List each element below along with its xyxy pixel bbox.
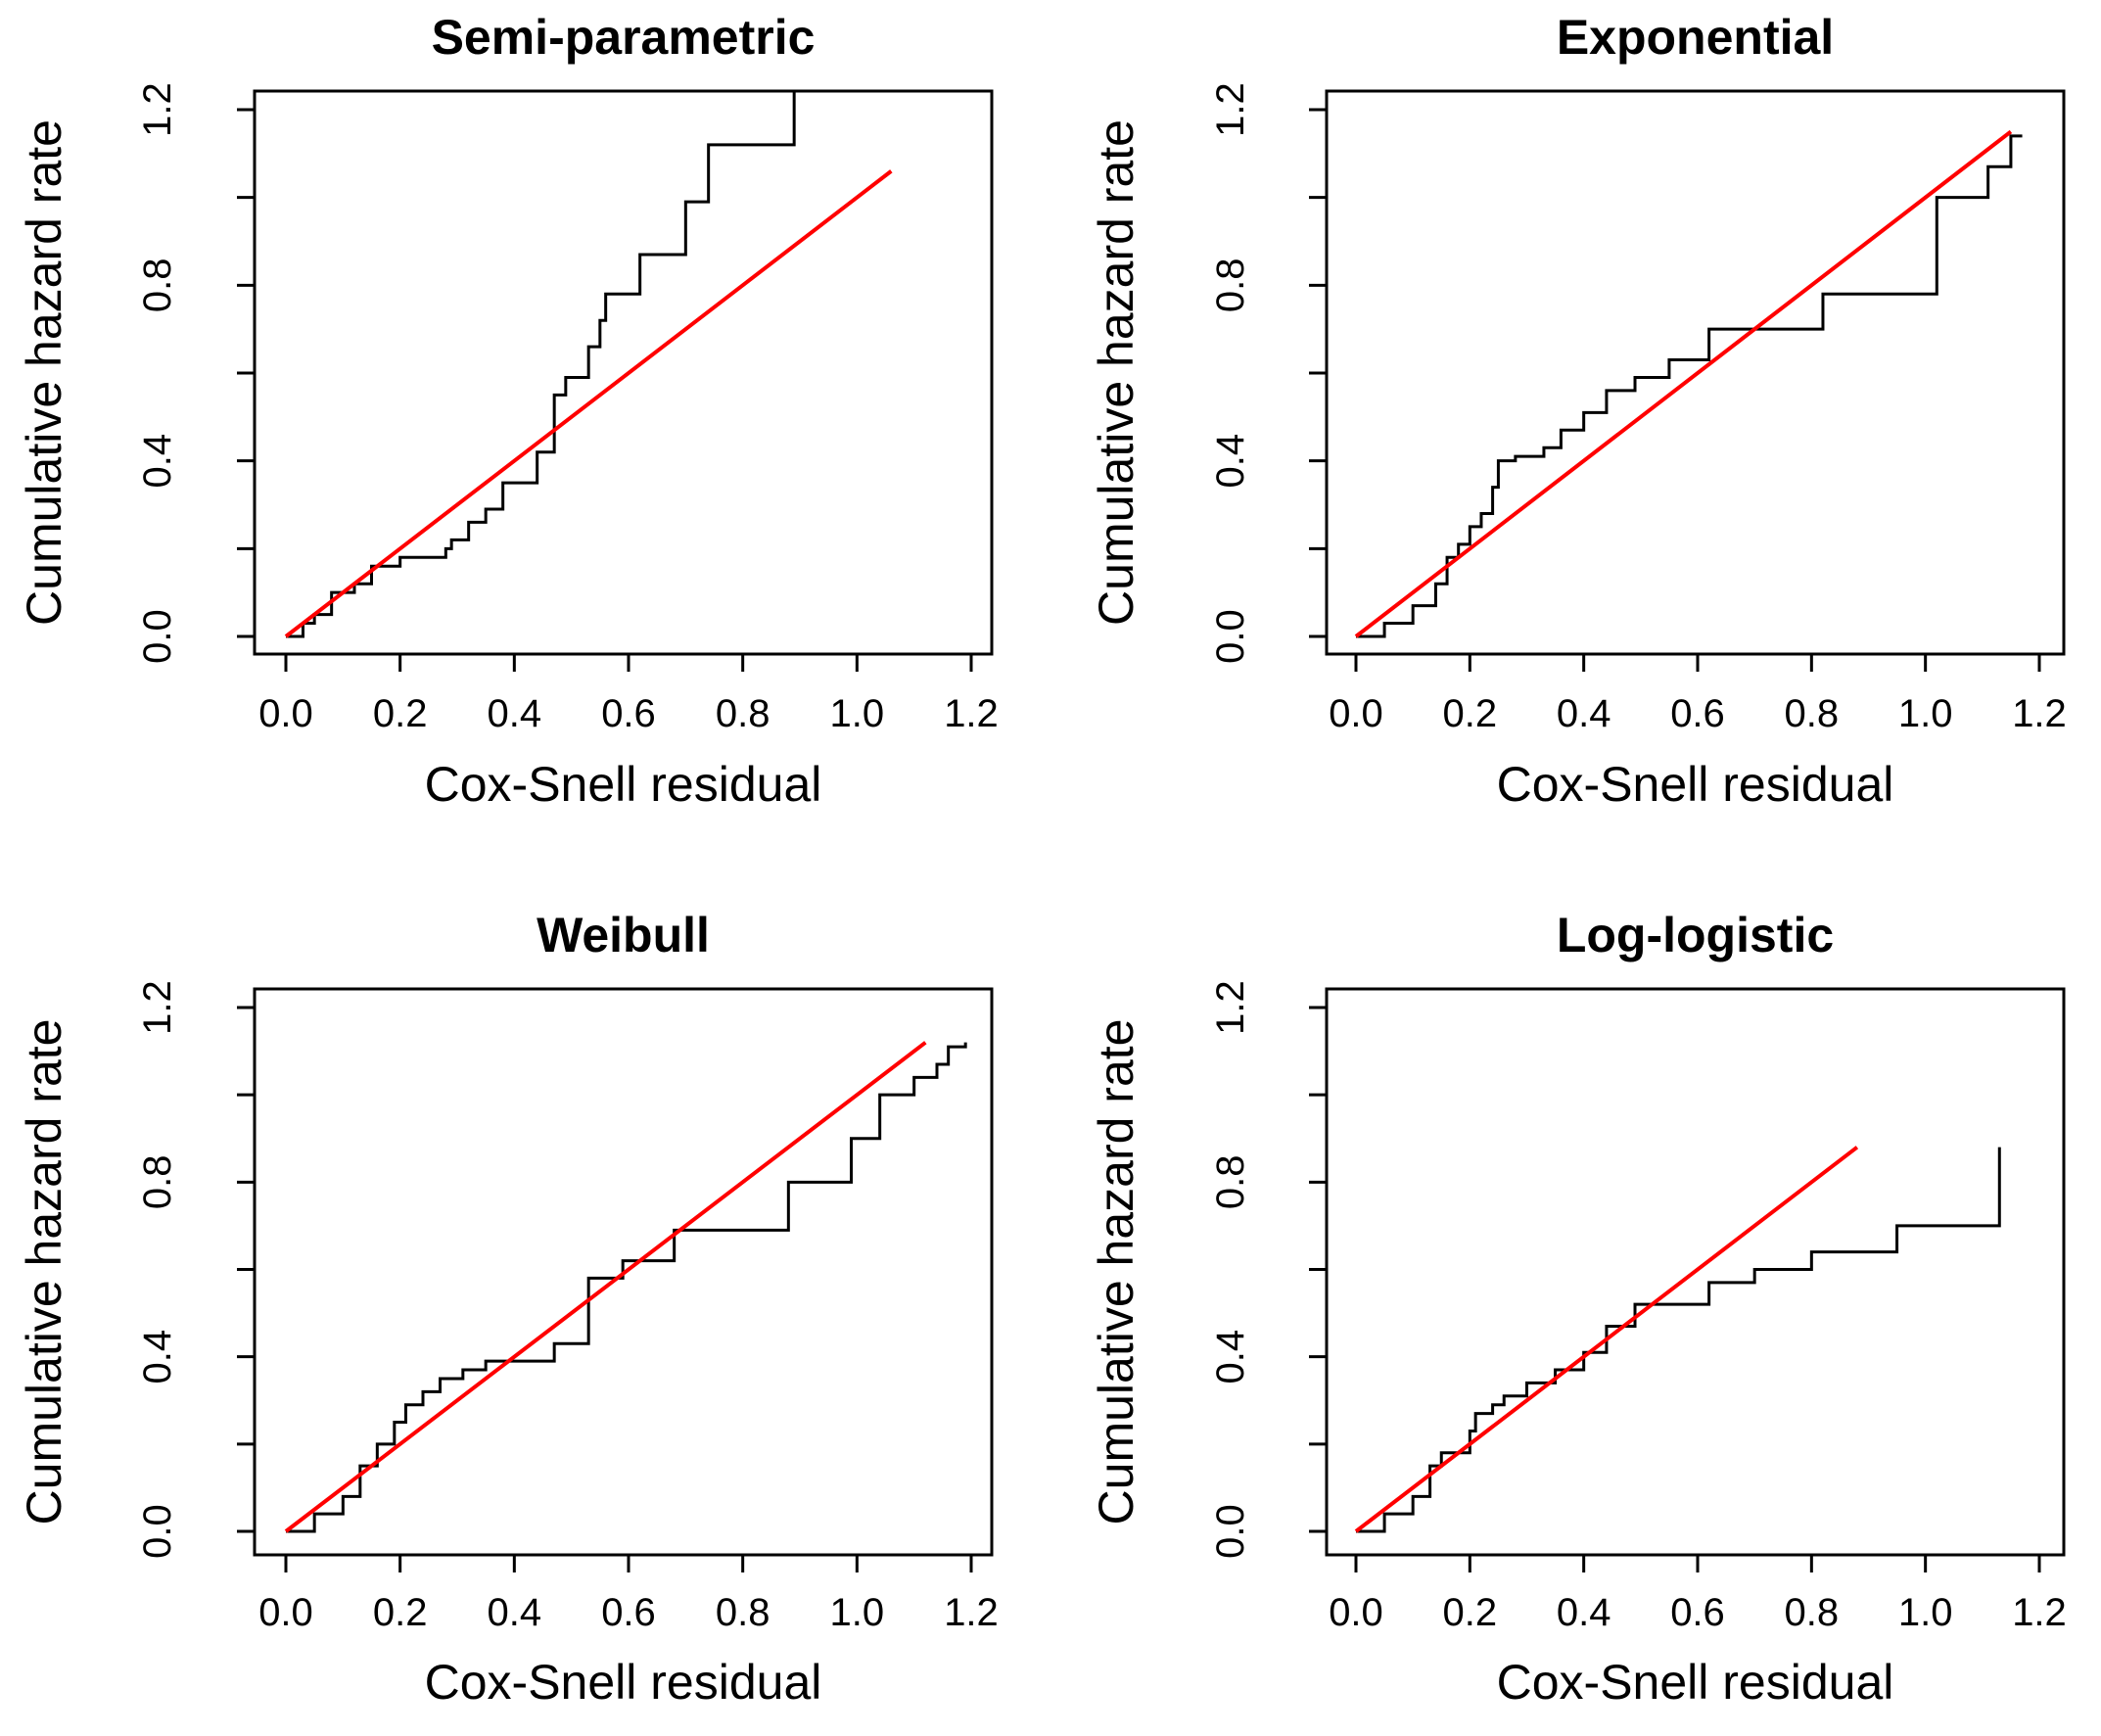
step-series: [286, 91, 796, 638]
x-tick-label: 0.8: [1785, 1591, 1840, 1634]
x-tick-label: 0.4: [1557, 692, 1611, 735]
y-tick-label: 1.2: [1209, 980, 1252, 1035]
x-tick-label: 1.2: [2012, 1591, 2067, 1634]
reference-line: [284, 169, 893, 638]
plot-box: [253, 89, 994, 656]
x-axis-label: Cox-Snell residual: [425, 757, 822, 812]
y-tick-label: 0.0: [136, 1504, 179, 1559]
x-tick-label: 0.2: [1443, 1591, 1498, 1634]
y-tick-label: 0.4: [136, 1330, 179, 1384]
step-series: [1356, 1147, 2001, 1533]
step-series: [286, 1042, 967, 1533]
x-tick-label: 0.8: [1785, 692, 1840, 735]
x-tick-label: 0.8: [716, 692, 770, 735]
panel-semi-parametric: Semi-parametric 0.0 0.2 0.4 0.6 0.8 1.0 1.2 0.0 0…: [17, 10, 999, 812]
chart-title: Semi-parametric: [432, 10, 816, 65]
reference-line: [1354, 129, 2013, 638]
x-tick-label: 0.0: [258, 1591, 313, 1634]
plot-box: [1325, 987, 2066, 1557]
y-axis-label: Cumulative hazard rate: [1089, 1019, 1144, 1525]
x-tick-label: 0.0: [258, 692, 313, 735]
x-tick-label: 1.0: [1898, 692, 1953, 735]
x-tick-label: 1.0: [830, 692, 885, 735]
x-tick-label: 0.6: [601, 1591, 656, 1634]
plot-box: [253, 987, 994, 1557]
panel-exponential: Exponential 0.0 0.2 0.4 0.6 0.8 1.0 1.2 0.0 0.4 0.…: [1089, 10, 2067, 812]
y-tick-label: 0.8: [1209, 258, 1252, 313]
x-axis-label: Cox-Snell residual: [1497, 1655, 1894, 1710]
y-tick-label: 0.0: [1209, 609, 1252, 664]
step-series: [1356, 134, 2023, 638]
y-tick-label: 0.4: [1209, 434, 1252, 489]
x-tick-label: 1.2: [944, 1591, 999, 1634]
x-tick-label: 1.2: [2012, 692, 2067, 735]
chart-title: Log-logistic: [1557, 908, 1834, 962]
y-tick-label: 0.0: [1209, 1504, 1252, 1559]
y-tick-label: 0.4: [1209, 1330, 1252, 1384]
x-axis-label: Cox-Snell residual: [425, 1655, 822, 1710]
x-tick-label: 1.0: [830, 1591, 885, 1634]
x-tick-label: 0.0: [1329, 1591, 1383, 1634]
reference-line: [284, 1041, 927, 1533]
y-tick-label: 0.8: [136, 1155, 179, 1210]
y-tick-label: 1.2: [1209, 82, 1252, 137]
x-tick-label: 0.8: [716, 1591, 770, 1634]
reference-line: [1354, 1146, 1859, 1533]
y-axis-label: Cumulative hazard rate: [1089, 119, 1144, 626]
x-tick-label: 0.6: [1670, 1591, 1725, 1634]
y-tick-label: 0.8: [136, 258, 179, 313]
x-tick-label: 0.4: [1557, 1591, 1611, 1634]
y-tick-label: 1.2: [136, 82, 179, 137]
x-tick-label: 1.2: [944, 692, 999, 735]
y-tick-label: 0.4: [136, 434, 179, 489]
chart-title: Weibull: [537, 908, 710, 962]
x-tick-label: 0.2: [373, 1591, 428, 1634]
x-tick-label: 0.2: [1443, 692, 1498, 735]
y-tick-label: 0.8: [1209, 1155, 1252, 1210]
x-tick-label: 1.0: [1898, 1591, 1953, 1634]
x-tick-label: 0.0: [1329, 692, 1383, 735]
x-tick-label: 0.6: [601, 692, 656, 735]
x-tick-label: 0.2: [373, 692, 428, 735]
x-tick-label: 0.6: [1670, 692, 1725, 735]
chart-title: Exponential: [1557, 10, 1834, 65]
panel-log-logistic: Log-logistic 0.0 0.2 0.4 0.6 0.8 1.0 1.2 0.0 0.4 0…: [1089, 908, 2067, 1710]
x-tick-label: 0.4: [488, 1591, 542, 1634]
panel-weibull: Weibull 0.0 0.2 0.4 0.6 0.8 1.0 1.2 0.0 0.4 0.8 1.2…: [17, 908, 999, 1710]
x-tick-label: 0.4: [488, 692, 542, 735]
y-axis-label: Cumulative hazard rate: [17, 119, 71, 626]
y-axis-label: Cumulative hazard rate: [17, 1019, 71, 1525]
y-tick-label: 1.2: [136, 980, 179, 1035]
x-axis-label: Cox-Snell residual: [1497, 757, 1894, 812]
y-tick-label: 0.0: [136, 609, 179, 664]
